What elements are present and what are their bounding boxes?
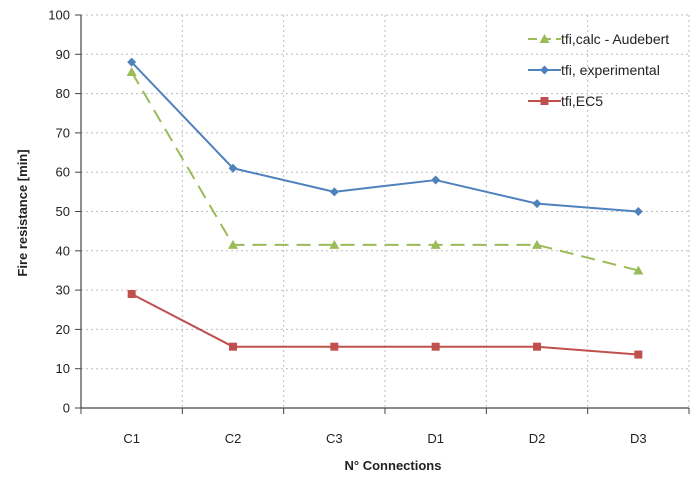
series-group [126, 57, 644, 359]
series-line [131, 293, 639, 356]
data-point [430, 239, 441, 249]
x-axis-title: N° Connections [345, 458, 442, 473]
x-tick-label: D3 [630, 431, 647, 446]
data-point [127, 57, 137, 67]
y-tick-label: 10 [56, 361, 70, 376]
legend-label: tfi,EC5 [561, 93, 603, 109]
axes: 0 10 20 30 40 50 60 70 80 90 100 C1 C2 C3 D1 D2 D3 [48, 8, 690, 446]
data-point [532, 199, 542, 209]
data-point [229, 342, 237, 351]
y-tick-label: 70 [56, 125, 70, 140]
series-1 [126, 66, 644, 275]
data-point [329, 239, 340, 249]
series-line [130, 61, 639, 213]
data-point [634, 350, 643, 359]
legend: tfi,calc - Audebert tfi, experimental tfi,… [528, 31, 669, 109]
data-point [228, 239, 238, 249]
data-point [533, 342, 541, 351]
data-point [431, 342, 440, 351]
y-tick-label: 60 [56, 165, 70, 180]
y-tick-label: 40 [56, 243, 70, 258]
legend-item-3: tfi,EC5 [528, 93, 603, 109]
data-point [330, 342, 339, 351]
legend-marker [539, 34, 550, 43]
x-tick-label: D1 [427, 431, 444, 446]
x-tick-label: C1 [123, 431, 140, 446]
x-tick-label: C3 [326, 431, 343, 446]
legend-label: tfi,calc - Audebert [561, 31, 669, 47]
data-point [431, 175, 441, 185]
data-point [127, 290, 136, 299]
y-tick-label: 100 [48, 8, 70, 23]
y-tick-label: 20 [56, 322, 70, 337]
y-tick-label: 90 [56, 47, 70, 62]
legend-item-1: tfi,calc - Audebert [528, 31, 669, 47]
data-point [633, 207, 643, 216]
data-point [532, 239, 542, 249]
legend-marker [540, 65, 549, 75]
data-point [329, 187, 339, 197]
y-tick-label: 50 [56, 204, 70, 219]
data-point [126, 66, 137, 76]
data-point [633, 265, 644, 275]
y-axis-title: Fire resistance [min] [15, 149, 30, 276]
series-line [130, 71, 639, 272]
x-tick-label: D2 [529, 431, 546, 446]
legend-item-2: tfi, experimental [528, 62, 660, 78]
y-tick-label: 30 [56, 283, 70, 298]
series-3 [127, 290, 643, 359]
series-2 [127, 57, 643, 216]
legend-label: tfi, experimental [561, 62, 660, 78]
data-point [228, 163, 238, 173]
grid [81, 14, 690, 408]
legend-marker [540, 97, 549, 105]
x-tick-label: C2 [225, 431, 242, 446]
y-tick-label: 0 [63, 401, 70, 416]
y-tick-label: 80 [56, 86, 70, 101]
